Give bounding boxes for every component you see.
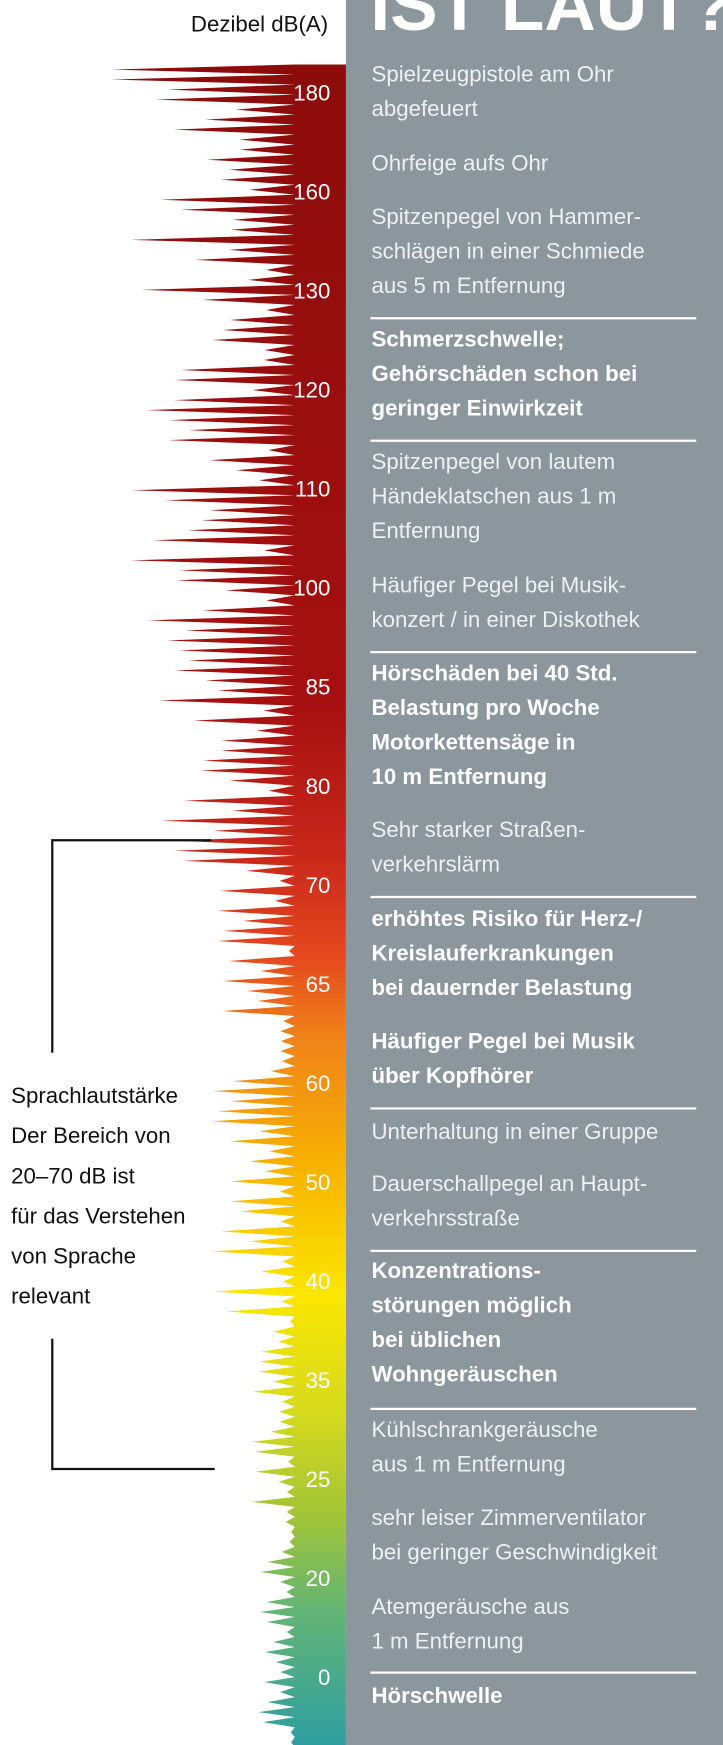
scale-value: 65 <box>306 972 331 997</box>
waveform <box>111 64 346 1745</box>
scale-value: 130 <box>293 279 330 304</box>
scale-value: 120 <box>293 378 330 403</box>
item-text: schlägen in einer Schmiede <box>372 238 645 263</box>
item-text: über Kopfhörer <box>372 1063 534 1088</box>
item-text: Schmerzschwelle; <box>372 326 565 351</box>
scale-value: 40 <box>306 1269 331 1294</box>
scale-value: 35 <box>306 1368 331 1393</box>
note-text: 20–70 dB ist <box>11 1163 135 1188</box>
item-text: konzert / in einer Diskothek <box>372 607 641 632</box>
scale-value: 160 <box>293 180 330 205</box>
item-text: Atemgeräusche aus <box>372 1594 570 1619</box>
item-text: Sehr starker Straßen- <box>372 817 586 842</box>
items: Spielzeugpistole am Ohr abgefeuert Ohrfeig… <box>370 62 697 1708</box>
title: IST LAUT? <box>370 0 723 46</box>
note-text: Sprachlautstärke <box>11 1083 178 1108</box>
item-text: Spitzenpegel von Hammer- <box>372 204 642 229</box>
scale-value: 0 <box>318 1665 330 1690</box>
scale-value: 60 <box>306 1071 331 1096</box>
item-text: bei geringer Geschwindigkeit <box>372 1539 658 1564</box>
item-text: Unterhaltung in einer Gruppe <box>372 1119 659 1144</box>
scale-value: 80 <box>306 774 331 799</box>
item-text: Händeklatschen aus 1 m <box>372 483 617 508</box>
item-text: Wohngeräuschen <box>372 1361 558 1386</box>
scale: 180 160 130 120 110 100 85 80 70 65 60 50 40 35 25 20 0 <box>293 80 330 1690</box>
item-text: Kühlschrankgeräusche <box>372 1417 598 1442</box>
item-text: Konzentrations- <box>372 1258 541 1283</box>
item-text: verkehrslärm <box>372 852 501 877</box>
scale-value: 25 <box>306 1467 331 1492</box>
scale-value: 110 <box>295 477 330 502</box>
panel <box>345 0 723 1745</box>
item-text: Spielzeugpistole am Ohr <box>372 62 615 87</box>
scale-value: 20 <box>306 1566 331 1591</box>
note-text: von Sprache <box>11 1243 136 1268</box>
item-text: erhöhtes Risiko für Herz-/ <box>372 906 643 931</box>
scale-value: 70 <box>306 873 331 898</box>
item-text: Spitzenpegel von lautem <box>372 449 616 474</box>
note-text: für das Verstehen <box>11 1203 185 1228</box>
scale-value: 50 <box>306 1170 331 1195</box>
item-text: 1 m Entfernung <box>372 1628 524 1653</box>
item-text: störungen möglich <box>372 1292 572 1317</box>
item-text: Hörschwelle <box>372 1683 503 1708</box>
scale-value: 100 <box>293 576 330 601</box>
note-text: Der Bereich von <box>11 1123 170 1148</box>
item-text: geringer Einwirkzeit <box>372 395 584 420</box>
item-text: Dauerschallpegel an Haupt- <box>372 1171 648 1196</box>
side-note: Sprachlautstärke Der Bereich von 20–70 dB … <box>11 1083 185 1308</box>
item-text: Häufiger Pegel bei Musik <box>372 1029 636 1054</box>
item-text: aus 5 m Entfernung <box>372 273 566 298</box>
note-text: relevant <box>11 1283 91 1308</box>
item-text: Motorkettensäge in <box>372 729 576 754</box>
scale-label: Dezibel dB(A) <box>191 11 328 36</box>
item-text: bei üblichen <box>372 1327 502 1352</box>
scale-value: 180 <box>293 80 330 105</box>
item-text: verkehrsstraße <box>372 1206 520 1231</box>
item-text: Belastung pro Woche <box>372 695 600 720</box>
item-text: abgefeuert <box>372 96 479 121</box>
item-text: sehr leiser Zimmerventilator <box>372 1505 647 1530</box>
item-text: Hörschäden bei 40 Std. <box>372 660 618 685</box>
item-text: aus 1 m Entfernung <box>372 1452 566 1477</box>
item-text: Gehörschäden schon bei <box>372 361 638 386</box>
item-text: Häufiger Pegel bei Musik- <box>372 572 627 597</box>
item-text: Ohrfeige aufs Ohr <box>372 151 549 176</box>
scale-value: 85 <box>306 675 331 700</box>
item-text: Entfernung <box>372 518 481 543</box>
item-text: 10 m Entfernung <box>372 764 548 789</box>
item-text: bei dauernder Belastung <box>372 975 633 1000</box>
bracket <box>51 839 215 1471</box>
item-text: Kreislauferkrankungen <box>372 941 614 966</box>
